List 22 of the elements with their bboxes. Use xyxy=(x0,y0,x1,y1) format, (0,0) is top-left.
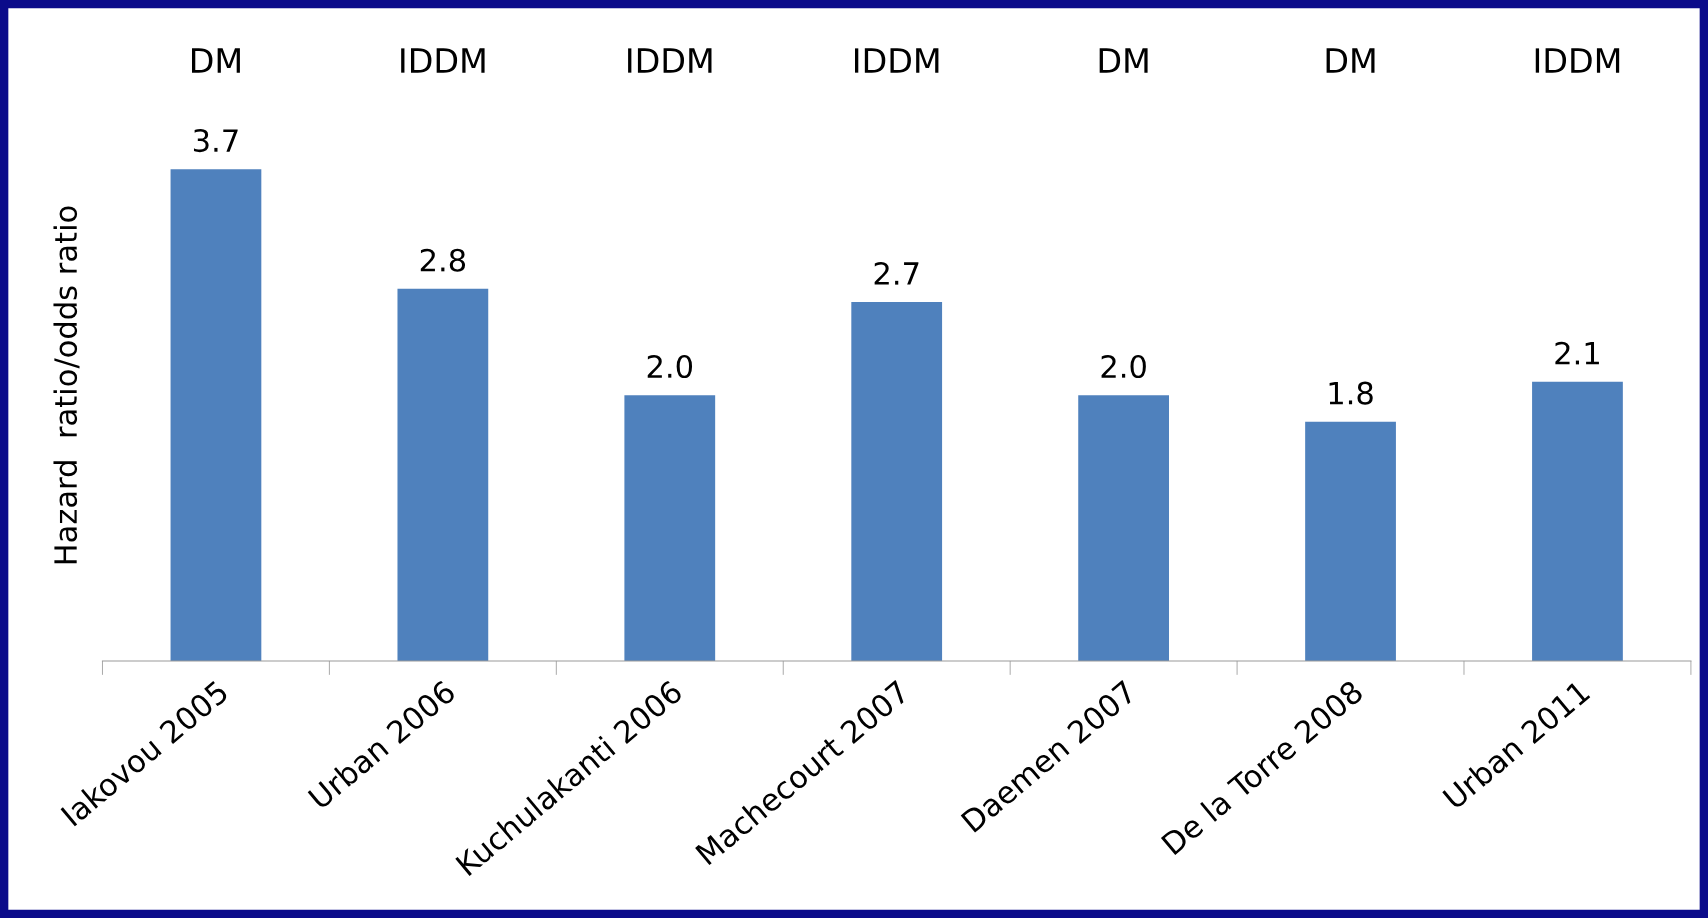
text: IDDM xyxy=(855,48,939,73)
bar xyxy=(624,395,716,661)
text: DM xyxy=(1326,48,1375,73)
bar xyxy=(1078,395,1169,661)
data-label: 2.0 xyxy=(647,354,693,379)
bar xyxy=(1532,381,1623,661)
text: IDDM xyxy=(1535,48,1620,73)
text: DM xyxy=(192,48,240,73)
text: IDDM xyxy=(401,48,485,73)
data-label: 2.0 xyxy=(1101,354,1146,379)
y-axis-title: Hazard ratio/odds ratio xyxy=(53,206,80,564)
bar xyxy=(170,169,262,661)
text: IDDM xyxy=(628,48,712,73)
bar xyxy=(851,302,943,661)
data-label: 3.7 xyxy=(193,129,238,153)
bar xyxy=(397,288,489,661)
text: DM xyxy=(1099,48,1148,73)
data-label: 2.7 xyxy=(874,261,919,285)
data-label: 1.8 xyxy=(1329,381,1373,405)
data-label: 2.8 xyxy=(420,248,466,272)
data-label: 2.1 xyxy=(1555,341,1599,365)
bar xyxy=(1305,421,1396,661)
